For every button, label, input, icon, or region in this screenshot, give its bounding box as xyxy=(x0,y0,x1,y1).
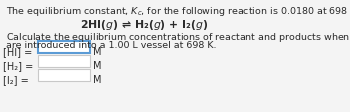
FancyBboxPatch shape xyxy=(38,56,90,67)
Text: M: M xyxy=(93,60,102,70)
Text: are introduced into a 1.00 L vessel at 698 K.: are introduced into a 1.00 L vessel at 6… xyxy=(6,41,217,50)
FancyBboxPatch shape xyxy=(38,69,90,81)
Text: M: M xyxy=(93,74,102,84)
FancyBboxPatch shape xyxy=(38,42,90,54)
Text: M: M xyxy=(93,47,102,56)
Text: [I₂] =: [I₂] = xyxy=(3,74,29,84)
Text: 2HI($g$) ⇌ H₂($g$) + I₂($g$): 2HI($g$) ⇌ H₂($g$) + I₂($g$) xyxy=(80,18,208,32)
Text: [H₂] =: [H₂] = xyxy=(3,60,33,70)
Text: [HI] =: [HI] = xyxy=(3,47,32,56)
Text: Calculate the equilibrium concentrations of reactant and products when 0.358 mol: Calculate the equilibrium concentrations… xyxy=(6,31,350,44)
Text: The equilibrium constant, $K_c$, for the following reaction is 0.0180 at 698 K.: The equilibrium constant, $K_c$, for the… xyxy=(6,5,350,18)
